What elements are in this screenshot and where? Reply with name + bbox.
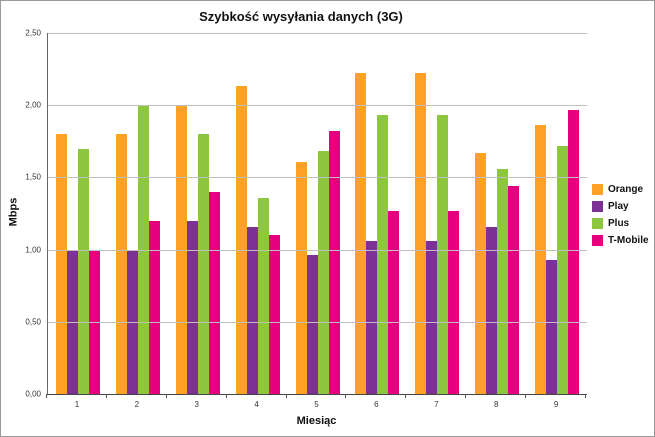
x-axis-title: Miesiąc: [296, 415, 337, 427]
bar-plus: [197, 134, 209, 394]
bar-t-mobile: [448, 210, 460, 394]
legend-label: Orange: [608, 184, 644, 195]
x-axis-tick: [345, 394, 347, 398]
legend-label: Play: [608, 201, 629, 212]
bar-play: [306, 255, 318, 394]
bar-orange: [535, 125, 547, 394]
bar-group: [168, 33, 228, 394]
gridline: [48, 105, 587, 107]
bar-group: [228, 33, 288, 394]
y-tick-label: 0,50: [25, 317, 41, 327]
x-tick-label: 6: [374, 400, 379, 409]
bar-orange: [115, 134, 127, 394]
chart-title: Szybkość wysyłania danych (3G): [199, 9, 403, 24]
legend-item: Orange: [592, 184, 649, 195]
bar-play: [126, 249, 138, 394]
bar-group: [48, 33, 108, 394]
bar-orange: [175, 105, 187, 394]
x-axis-tick: [46, 394, 47, 398]
legend-swatch-play: [592, 201, 603, 212]
bar-plus: [317, 151, 329, 394]
bar-play: [546, 259, 558, 394]
legend: Orange Play Plus T-Mobile: [592, 184, 649, 252]
bar-plus: [557, 145, 569, 394]
gridline: [48, 249, 587, 251]
legend-label: Plus: [608, 218, 630, 229]
x-axis-tick: [105, 394, 107, 398]
bar-t-mobile: [328, 131, 340, 394]
bar-play: [66, 249, 78, 394]
y-tick-label: 1,00: [25, 245, 41, 255]
x-axis-tick: [225, 394, 227, 398]
x-axis-tick: [285, 394, 287, 398]
y-tick-label: 2,00: [25, 100, 41, 110]
bar-play: [486, 226, 498, 394]
x-axis-tick: [465, 394, 467, 398]
bar-group: [108, 33, 168, 394]
bar-t-mobile: [88, 249, 100, 394]
bar-group: [407, 33, 467, 394]
x-tick-label: 9: [553, 400, 559, 409]
x-axis-tick: [585, 394, 586, 398]
gridline: [48, 321, 587, 323]
legend-label: T-Mobile: [608, 235, 649, 246]
bar-orange: [55, 134, 67, 394]
gridline: [48, 33, 587, 34]
bar-play: [246, 226, 258, 394]
bar-play: [366, 240, 378, 394]
bar-orange: [415, 73, 427, 394]
bar-orange: [355, 73, 367, 394]
bar-t-mobile: [268, 235, 280, 394]
legend-swatch-orange: [592, 184, 603, 195]
bar-orange: [235, 86, 247, 394]
x-tick-label: 4: [254, 400, 259, 409]
bar-plus: [497, 168, 509, 394]
legend-swatch-plus: [592, 218, 603, 229]
bar-t-mobile: [388, 210, 400, 394]
bar-t-mobile: [568, 109, 580, 394]
x-axis-ticks: [46, 394, 586, 398]
x-axis-tick-labels: 1 2 3 4 5 6 7 8 9: [47, 400, 586, 409]
bar-plus: [257, 197, 269, 394]
bar-group: [288, 33, 348, 394]
y-tick-label: 2,50: [25, 28, 41, 38]
bar-orange: [295, 161, 307, 394]
bar-play: [426, 240, 438, 394]
y-tick-label: 1,50: [25, 172, 41, 182]
legend-item: Plus: [592, 218, 649, 229]
x-tick-label: 7: [434, 400, 439, 409]
bar-play: [186, 220, 198, 394]
gridline: [48, 177, 587, 179]
bar-orange: [475, 152, 487, 394]
bar-group: [347, 33, 407, 394]
x-axis-tick: [405, 394, 407, 398]
legend-item: Play: [592, 201, 649, 212]
x-axis-tick: [165, 394, 167, 398]
x-tick-label: 2: [134, 400, 140, 409]
legend-swatch-t-mobile: [592, 235, 603, 246]
bar-plus: [377, 115, 389, 394]
x-tick-label: 3: [194, 400, 199, 409]
y-axis-tick-labels: 0,00 0,50 1,00 1,50 2,00 2,50: [15, 29, 45, 399]
bar-plus: [437, 115, 449, 394]
x-tick-label: 5: [314, 400, 319, 409]
bar-group: [527, 33, 587, 394]
bar-group: [467, 33, 527, 394]
bar-plus: [137, 105, 149, 394]
bar-plus: [77, 148, 89, 394]
x-axis-tick: [525, 394, 527, 398]
plot-area: [47, 33, 587, 395]
bar-t-mobile: [148, 220, 160, 394]
y-tick-label: 0,00: [25, 389, 41, 399]
legend-item: T-Mobile: [592, 235, 649, 246]
x-tick-label: 1: [74, 400, 80, 409]
bar-t-mobile: [508, 186, 520, 394]
bar-groups: [48, 33, 587, 394]
bar-t-mobile: [208, 191, 220, 394]
x-tick-label: 8: [493, 400, 499, 409]
